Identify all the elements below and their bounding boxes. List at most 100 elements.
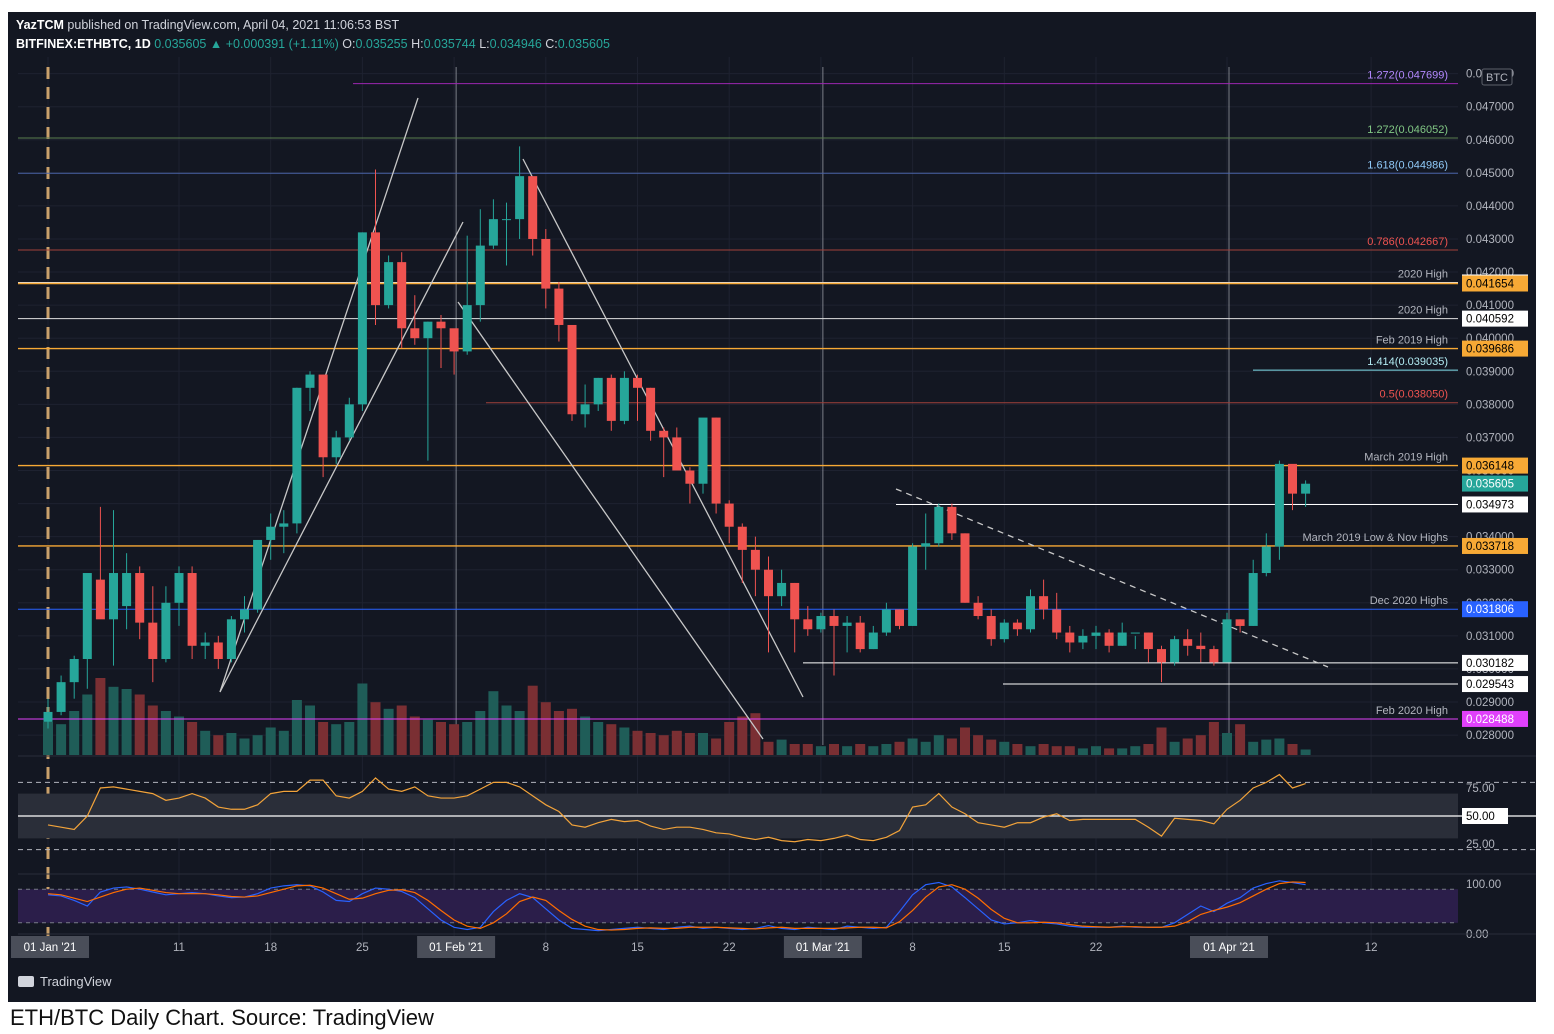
volume-bar xyxy=(1261,739,1272,755)
price-label-box xyxy=(1462,275,1528,292)
candle-body xyxy=(764,569,773,597)
volume-bar xyxy=(278,730,289,755)
volume-bar xyxy=(894,741,905,755)
candle-body xyxy=(1183,639,1193,646)
price-tick-label: 0.033000 xyxy=(1466,565,1514,577)
candle-body xyxy=(56,682,66,712)
volume-bar xyxy=(265,727,276,755)
price-axis-bg xyxy=(1460,57,1530,755)
volume-bar xyxy=(1025,746,1036,755)
price-label-text: 0.029543 xyxy=(1466,679,1514,691)
volume-bar xyxy=(1248,741,1259,755)
candle-body xyxy=(868,632,878,650)
time-tick-label: 22 xyxy=(1090,942,1103,954)
symbol[interactable]: BITFINEX:ETHBTC, 1D xyxy=(16,37,151,51)
level-label: Feb 2020 High xyxy=(1376,705,1448,717)
author[interactable]: YazTCM xyxy=(16,18,64,32)
volume-bar xyxy=(1235,724,1246,755)
level-label: Dec 2020 Highs xyxy=(1370,595,1449,607)
descending-channel-lower xyxy=(457,301,764,740)
candle-body xyxy=(528,176,538,239)
volume-bar xyxy=(1208,722,1219,755)
time-tick-label: 22 xyxy=(723,942,736,954)
volume-bar xyxy=(1012,744,1023,755)
volume-bar xyxy=(920,741,931,755)
candle-body xyxy=(1026,596,1035,630)
volume-bar xyxy=(1130,746,1141,755)
candle-body xyxy=(475,245,485,306)
volume-bar xyxy=(1222,733,1232,755)
time-label-box xyxy=(783,936,862,958)
candle-body xyxy=(279,523,289,527)
time-tick-label: 11 xyxy=(173,942,185,954)
volume-bar xyxy=(724,722,735,755)
volume-bar xyxy=(1104,748,1115,755)
candle-body xyxy=(1209,649,1219,663)
level-label: Feb 2019 High xyxy=(1376,335,1448,347)
volume-bar xyxy=(514,711,525,755)
stoch-d-line xyxy=(47,881,1306,931)
volume-bar xyxy=(527,685,538,755)
volume-bar xyxy=(56,724,67,755)
candle-body xyxy=(842,622,852,626)
volume-bar xyxy=(802,744,813,755)
candle-body xyxy=(357,232,367,405)
price-label-text: 0.028488 xyxy=(1466,714,1514,726)
volume-bar xyxy=(842,746,853,755)
rsi-label-box xyxy=(1462,808,1508,824)
price-tick-label: 0.047000 xyxy=(1466,102,1514,114)
price-label-box xyxy=(1462,496,1528,513)
chart-canvas[interactable]: 1.272(0.047699) 1.272(0.046052) 1.618(0.04… xyxy=(8,12,1536,1002)
time-tick-label: 01 Jan '21 xyxy=(24,942,77,954)
volume-bar xyxy=(69,711,80,755)
currency-label: BTC xyxy=(1486,72,1508,84)
volume-bar xyxy=(291,700,302,755)
level-label: 0.786(0.042667) xyxy=(1367,236,1448,248)
price-label-text: 0.035605 xyxy=(1466,479,1514,491)
candle-body xyxy=(318,374,328,458)
volume-bar xyxy=(698,733,708,755)
currency-box xyxy=(1481,68,1513,86)
brand-name: TradingView xyxy=(40,974,112,989)
volume-bar xyxy=(160,711,171,755)
volume-bar xyxy=(462,722,473,755)
candle-body xyxy=(986,616,996,640)
descending-channel-upper xyxy=(522,158,804,698)
low-label: L: xyxy=(479,37,490,51)
candle-body xyxy=(1117,632,1127,646)
candle-body xyxy=(1222,619,1232,663)
candle-body xyxy=(1039,596,1049,610)
high-label: H: xyxy=(411,37,424,51)
candle-body xyxy=(1091,632,1101,636)
candle-body xyxy=(711,417,721,504)
volume-bar xyxy=(999,741,1010,755)
volume-bar xyxy=(907,738,918,755)
candle-body xyxy=(122,573,132,607)
candle-body xyxy=(541,238,551,289)
tradingview-icon xyxy=(18,976,34,987)
volume-bar xyxy=(671,730,682,755)
candle-body xyxy=(960,533,970,603)
candle-body xyxy=(331,437,341,458)
candle-body xyxy=(737,526,747,550)
volume-bar xyxy=(239,738,250,755)
time-label-box xyxy=(11,936,89,958)
volume-bar xyxy=(946,738,957,755)
candle-body xyxy=(462,305,472,352)
time-tick-label: 15 xyxy=(998,942,1011,954)
volume-bar xyxy=(226,733,237,755)
volume-bar xyxy=(370,702,381,755)
level-label: 2020 High xyxy=(1398,268,1448,280)
tradingview-logo[interactable]: TradingView xyxy=(18,974,112,989)
candle-body xyxy=(82,573,92,660)
candle-body xyxy=(908,546,918,626)
volume-bar xyxy=(108,686,119,755)
open-value: 0.035255 xyxy=(355,37,408,51)
candle-body xyxy=(633,377,642,388)
volume-bar xyxy=(1143,744,1154,755)
resistance-trendline-dashed xyxy=(895,488,1329,668)
candle-body xyxy=(646,387,656,431)
candle-body xyxy=(488,219,498,246)
volume-bar xyxy=(855,744,866,755)
candle-body xyxy=(397,262,407,329)
